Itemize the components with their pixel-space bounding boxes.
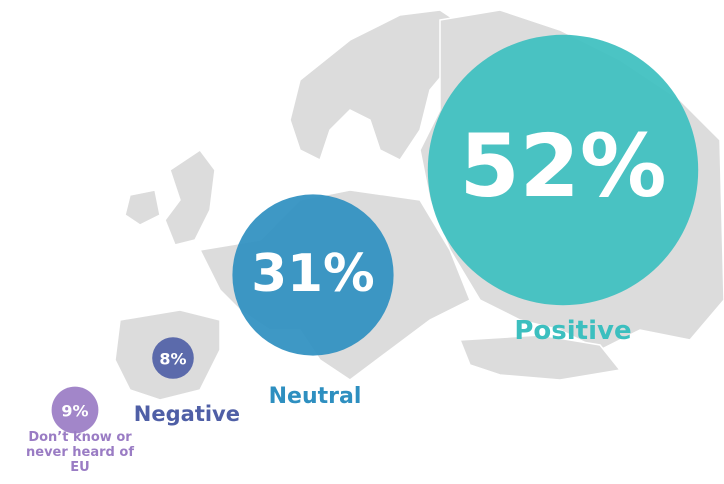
category-label: Positive: [514, 316, 632, 346]
bubble: [427, 34, 699, 306]
value-label: 31%: [251, 244, 374, 304]
value-label: 9%: [61, 402, 88, 421]
value-label: 52%: [459, 117, 666, 217]
category-label: Negative: [133, 402, 240, 426]
category-label: Neutral: [268, 384, 362, 409]
category-label: Don’t know or never heard of EU: [26, 430, 134, 475]
bubble: [152, 337, 194, 379]
bubble: [51, 386, 99, 434]
bubble: [232, 194, 394, 356]
value-label: 8%: [159, 350, 186, 369]
